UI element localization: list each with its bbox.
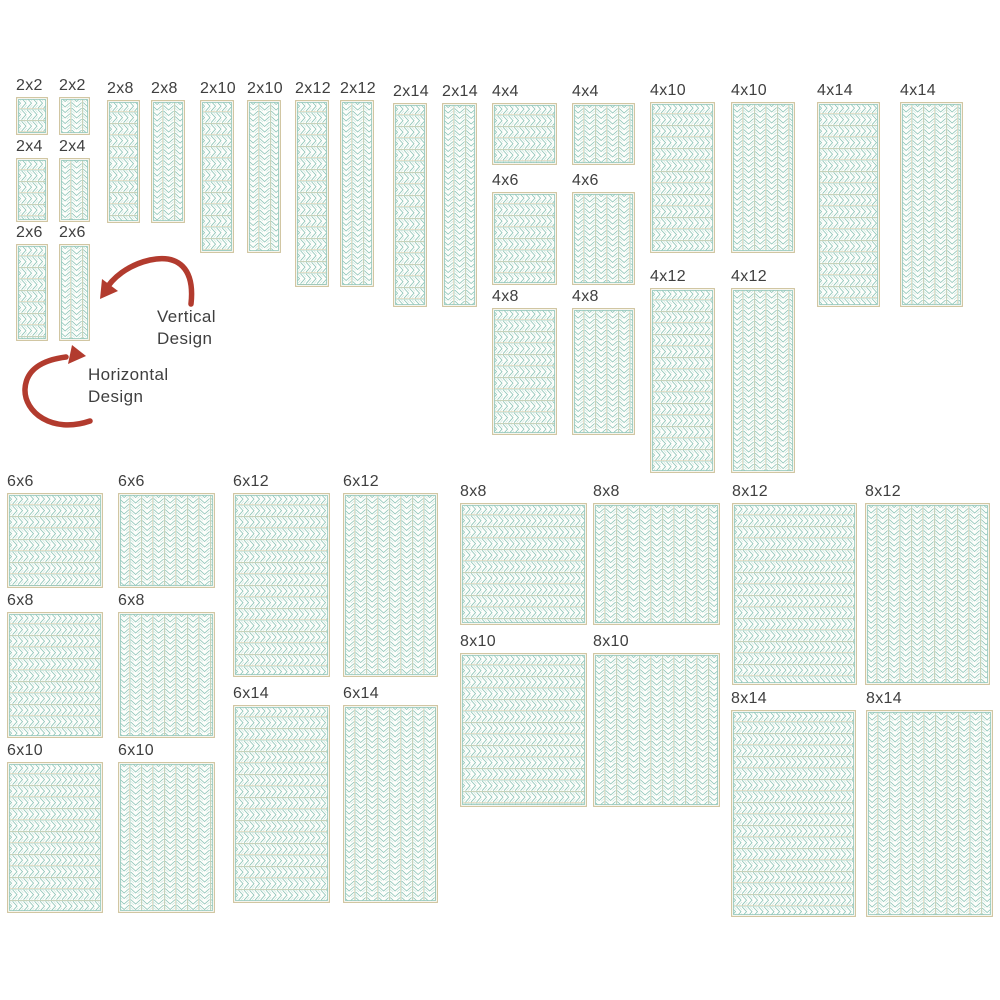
size-label-8x12-horizontal: 8x12 [732, 483, 768, 500]
swatch-8x8-horizontal [460, 503, 587, 625]
vertical-design-arrow [100, 256, 195, 307]
size-label-8x8-horizontal: 8x8 [460, 483, 487, 500]
swatch-4x6-horizontal [492, 192, 557, 285]
size-label-4x14-horizontal: 4x14 [817, 82, 853, 99]
swatch-4x4-vertical [572, 103, 635, 165]
size-label-4x10-horizontal: 4x10 [650, 82, 686, 99]
swatch-6x8-vertical [118, 612, 215, 738]
size-label-4x6-horizontal: 4x6 [492, 172, 519, 189]
horizontal-design-arrow [22, 345, 93, 428]
size-label-8x10-vertical: 8x10 [593, 633, 629, 650]
swatch-8x12-horizontal [732, 503, 857, 685]
size-label-4x8-horizontal: 4x8 [492, 288, 519, 305]
size-label-2x14-horizontal: 2x14 [393, 83, 429, 100]
swatch-4x12-horizontal [650, 288, 715, 473]
horizontal-design-caption-line1: Horizontal [88, 365, 169, 384]
size-label-2x6-vertical: 2x6 [59, 224, 86, 241]
size-label-6x6-horizontal: 6x6 [7, 473, 34, 490]
swatch-2x12-vertical [340, 100, 374, 287]
swatch-8x12-vertical [865, 503, 990, 685]
size-label-2x4-horizontal: 2x4 [16, 138, 43, 155]
swatch-8x14-vertical [866, 710, 993, 917]
vertical-design-caption-line2: Design [157, 329, 213, 348]
size-label-8x12-vertical: 8x12 [865, 483, 901, 500]
swatch-2x8-vertical [151, 100, 185, 223]
size-label-2x8-vertical: 2x8 [151, 80, 178, 97]
swatch-6x12-horizontal [233, 493, 330, 677]
swatch-8x8-vertical [593, 503, 720, 625]
size-label-6x12-horizontal: 6x12 [233, 473, 269, 490]
swatch-4x4-horizontal [492, 103, 557, 165]
size-label-2x4-vertical: 2x4 [59, 138, 86, 155]
swatch-6x6-horizontal [7, 493, 103, 588]
size-label-6x8-vertical: 6x8 [118, 592, 145, 609]
swatch-6x8-horizontal [7, 612, 103, 738]
swatch-2x2-vertical [59, 97, 90, 135]
size-label-2x2-vertical: 2x2 [59, 77, 86, 94]
swatch-4x8-horizontal [492, 308, 557, 435]
swatch-2x2-horizontal [16, 97, 48, 135]
size-label-4x4-horizontal: 4x4 [492, 83, 519, 100]
swatch-8x10-horizontal [460, 653, 587, 807]
size-label-8x14-vertical: 8x14 [866, 690, 902, 707]
swatch-2x4-horizontal [16, 158, 48, 222]
size-label-4x14-vertical: 4x14 [900, 82, 936, 99]
size-label-4x4-vertical: 4x4 [572, 83, 599, 100]
size-label-6x10-vertical: 6x10 [118, 742, 154, 759]
size-label-8x10-horizontal: 8x10 [460, 633, 496, 650]
size-label-2x10-vertical: 2x10 [247, 80, 283, 97]
swatch-6x14-vertical [343, 705, 438, 903]
swatch-2x12-horizontal [295, 100, 329, 287]
swatch-2x8-horizontal [107, 100, 140, 223]
vertical-design-caption-line1: Vertical [157, 307, 216, 326]
size-label-2x12-horizontal: 2x12 [295, 80, 331, 97]
size-label-4x10-vertical: 4x10 [731, 82, 767, 99]
horizontal-design-caption: Horizontal Design [88, 364, 169, 408]
size-label-2x10-horizontal: 2x10 [200, 80, 236, 97]
swatch-4x10-vertical [731, 102, 795, 253]
swatch-2x6-vertical [59, 244, 90, 341]
swatch-2x6-horizontal [16, 244, 48, 341]
swatch-4x14-vertical [900, 102, 963, 307]
swatch-8x14-horizontal [731, 710, 856, 917]
swatch-4x6-vertical [572, 192, 635, 285]
swatch-8x10-vertical [593, 653, 720, 807]
size-label-6x14-horizontal: 6x14 [233, 685, 269, 702]
size-label-6x12-vertical: 6x12 [343, 473, 379, 490]
size-label-4x6-vertical: 4x6 [572, 172, 599, 189]
swatch-4x8-vertical [572, 308, 635, 435]
swatch-2x10-vertical [247, 100, 281, 253]
size-label-6x8-horizontal: 6x8 [7, 592, 34, 609]
size-label-2x14-vertical: 2x14 [442, 83, 478, 100]
size-label-2x8-horizontal: 2x8 [107, 80, 134, 97]
swatch-6x12-vertical [343, 493, 438, 677]
size-label-2x6-horizontal: 2x6 [16, 224, 43, 241]
swatch-2x10-horizontal [200, 100, 234, 253]
swatch-2x4-vertical [59, 158, 90, 222]
swatch-2x14-vertical [442, 103, 477, 307]
size-label-4x12-horizontal: 4x12 [650, 268, 686, 285]
swatch-4x12-vertical [731, 288, 795, 473]
swatch-6x10-horizontal [7, 762, 103, 913]
vertical-design-caption: Vertical Design [157, 306, 216, 350]
size-label-2x2-horizontal: 2x2 [16, 77, 43, 94]
size-label-6x14-vertical: 6x14 [343, 685, 379, 702]
size-label-8x14-horizontal: 8x14 [731, 690, 767, 707]
size-label-8x8-vertical: 8x8 [593, 483, 620, 500]
size-label-4x8-vertical: 4x8 [572, 288, 599, 305]
size-label-6x6-vertical: 6x6 [118, 473, 145, 490]
swatch-6x10-vertical [118, 762, 215, 913]
horizontal-design-caption-line2: Design [88, 387, 144, 406]
swatch-6x6-vertical [118, 493, 215, 588]
size-label-6x10-horizontal: 6x10 [7, 742, 43, 759]
swatch-4x14-horizontal [817, 102, 880, 307]
swatch-4x10-horizontal [650, 102, 715, 253]
size-label-2x12-vertical: 2x12 [340, 80, 376, 97]
swatch-2x14-horizontal [393, 103, 427, 307]
size-label-4x12-vertical: 4x12 [731, 268, 767, 285]
swatch-6x14-horizontal [233, 705, 330, 903]
